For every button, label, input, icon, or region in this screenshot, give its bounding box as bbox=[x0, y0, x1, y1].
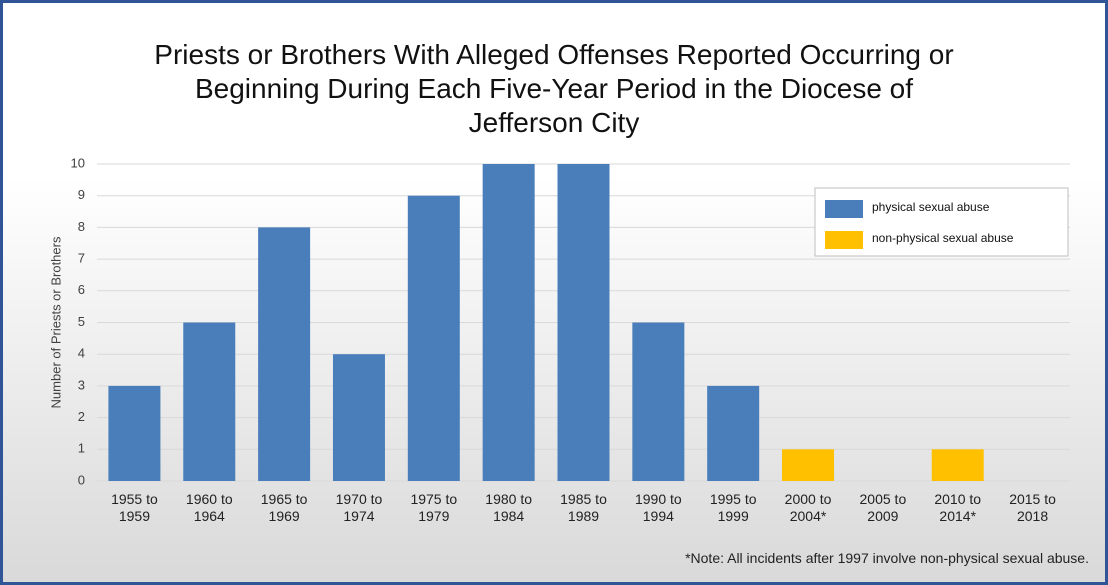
legend-swatch bbox=[825, 231, 863, 249]
y-tick-label: 3 bbox=[78, 377, 85, 392]
chart-title: Priests or Brothers With Alleged Offense… bbox=[154, 39, 954, 138]
bar bbox=[782, 449, 835, 481]
y-tick-label: 10 bbox=[71, 155, 85, 170]
y-tick-label: 2 bbox=[78, 409, 85, 424]
x-tick-label: 1970 to 1974 bbox=[335, 491, 383, 524]
x-tick-label: 1995 to 1999 bbox=[709, 491, 757, 524]
note: *Note: All incidents after 1997 involve … bbox=[685, 550, 1089, 566]
bar bbox=[632, 322, 685, 481]
x-tick-label: 1990 to 1994 bbox=[634, 491, 682, 524]
bar bbox=[707, 385, 760, 481]
y-tick-label: 9 bbox=[78, 187, 85, 202]
bar bbox=[183, 322, 236, 481]
x-tick-label: 2000 to 2004* bbox=[784, 491, 832, 524]
y-tick-label: 4 bbox=[78, 346, 85, 361]
plot: 0 1 2 3 4 5 6 7 8 9 10 Number of Priests or Brother… bbox=[48, 155, 1070, 487]
bar bbox=[108, 385, 161, 481]
x-tick-label: 2010 to 2014* bbox=[934, 491, 982, 524]
x-tick-label: 2015 to 2018 bbox=[1009, 491, 1056, 524]
y-axis-label: Number of Priests or Brothers bbox=[48, 236, 63, 408]
bar bbox=[407, 195, 460, 481]
y-tick-label: 1 bbox=[78, 441, 85, 456]
y-tick-label: 5 bbox=[78, 314, 85, 329]
legend-label: non-physical sexual abuse bbox=[872, 231, 1014, 245]
legend-swatch bbox=[825, 200, 863, 218]
x-tick-label: 1955 to 1959 bbox=[111, 491, 158, 524]
y-tick-label: 8 bbox=[78, 219, 85, 234]
bar bbox=[258, 227, 311, 481]
bar bbox=[332, 354, 385, 481]
bar bbox=[931, 449, 984, 481]
x-tick-label: 1975 to 1979 bbox=[410, 491, 458, 524]
x-tick-label: 1965 to 1969 bbox=[260, 491, 308, 524]
bar bbox=[482, 164, 535, 481]
y-tick-label: 0 bbox=[78, 472, 85, 487]
y-tick-label: 7 bbox=[78, 251, 85, 266]
x-tick-label: 1980 to 1984 bbox=[485, 491, 532, 524]
legend-label: physical sexual abuse bbox=[872, 200, 990, 214]
x-tick-label: 1960 to 1964 bbox=[185, 491, 233, 524]
bar bbox=[557, 164, 610, 481]
x-tick-label: 2005 to 2009 bbox=[859, 491, 907, 524]
x-tick-label: 1985 to 1989 bbox=[560, 491, 607, 524]
y-tick-label: 6 bbox=[78, 282, 85, 297]
